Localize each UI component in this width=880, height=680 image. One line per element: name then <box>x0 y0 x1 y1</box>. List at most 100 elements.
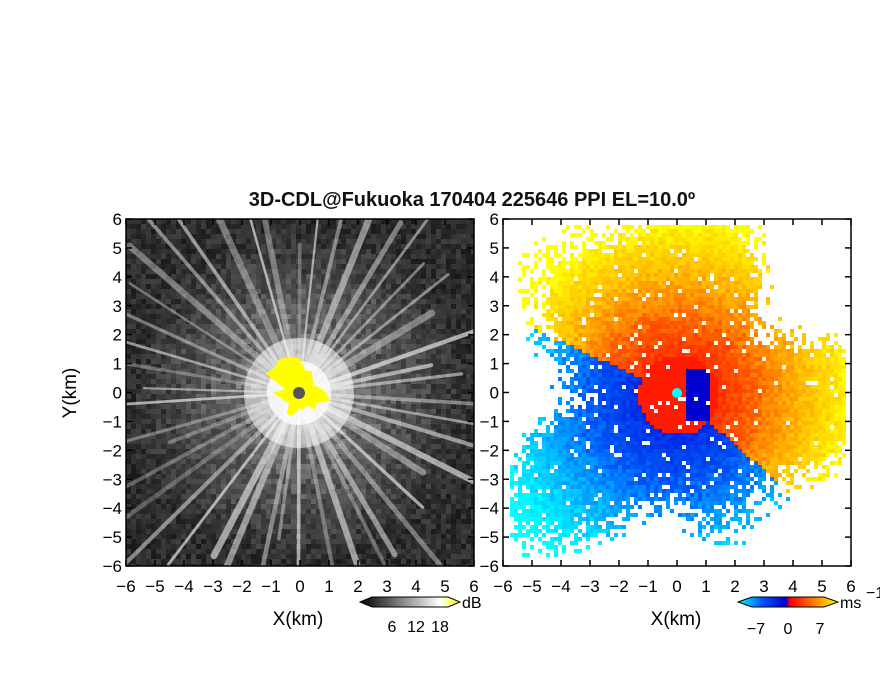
reflectivity-cell <box>381 254 386 259</box>
reflectivity-cell <box>236 384 241 389</box>
reflectivity-cell <box>156 459 161 464</box>
reflectivity-cell <box>191 314 196 319</box>
reflectivity-cell <box>156 284 161 289</box>
reflectivity-cell <box>226 469 231 474</box>
reflectivity-cell <box>456 499 461 504</box>
reflectivity-cell <box>151 264 156 269</box>
reflectivity-cell <box>276 249 281 254</box>
reflectivity-cell <box>291 459 296 464</box>
reflectivity-cell <box>361 379 366 384</box>
reflectivity-cell <box>196 369 201 374</box>
reflectivity-cell <box>126 239 131 244</box>
reflectivity-cell <box>206 484 211 489</box>
reflectivity-cell <box>461 554 466 559</box>
reflectivity-cell <box>416 474 421 479</box>
reflectivity-cell <box>206 309 211 314</box>
reflectivity-cell <box>431 554 436 559</box>
reflectivity-cell <box>156 254 161 259</box>
reflectivity-cell <box>421 464 426 469</box>
reflectivity-cell <box>226 344 231 349</box>
reflectivity-cell <box>341 459 346 464</box>
reflectivity-cell <box>466 544 471 549</box>
reflectivity-cell <box>246 414 251 419</box>
reflectivity-cell <box>376 269 381 274</box>
reflectivity-cell <box>351 334 356 339</box>
reflectivity-cell <box>431 314 436 319</box>
reflectivity-cell <box>176 389 181 394</box>
reflectivity-cell <box>421 334 426 339</box>
reflectivity-cell <box>426 254 431 259</box>
reflectivity-cell <box>296 294 301 299</box>
reflectivity-cell <box>381 289 386 294</box>
reflectivity-cell <box>126 379 131 384</box>
reflectivity-cell <box>131 254 136 259</box>
reflectivity-cell <box>446 519 451 524</box>
reflectivity-cell <box>176 479 181 484</box>
reflectivity-cell <box>401 374 406 379</box>
reflectivity-cell <box>196 474 201 479</box>
reflectivity-cell <box>381 344 386 349</box>
reflectivity-cell <box>296 314 301 319</box>
reflectivity-cell <box>466 549 471 554</box>
reflectivity-cell <box>261 549 266 554</box>
reflectivity-cell <box>246 479 251 484</box>
reflectivity-cell <box>126 254 131 259</box>
reflectivity-cell <box>231 289 236 294</box>
reflectivity-cell <box>171 234 176 239</box>
reflectivity-cell <box>231 354 236 359</box>
reflectivity-cell <box>246 474 251 479</box>
reflectivity-cell <box>346 514 351 519</box>
reflectivity-cell <box>381 279 386 284</box>
reflectivity-cell <box>171 439 176 444</box>
reflectivity-cell <box>366 294 371 299</box>
reflectivity-cell <box>146 309 151 314</box>
reflectivity-cell <box>216 224 221 229</box>
reflectivity-cell <box>326 454 331 459</box>
reflectivity-cell <box>141 299 146 304</box>
reflectivity-cell <box>341 234 346 239</box>
reflectivity-cell <box>316 539 321 544</box>
reflectivity-cell <box>171 219 176 224</box>
reflectivity-cell <box>146 274 151 279</box>
reflectivity-cell <box>351 489 356 494</box>
reflectivity-cell <box>471 289 474 294</box>
reflectivity-cell <box>466 464 471 469</box>
reflectivity-cell <box>426 549 431 554</box>
reflectivity-cell <box>441 534 446 539</box>
reflectivity-cell <box>161 229 166 234</box>
reflectivity-cell <box>216 534 221 539</box>
reflectivity-cell <box>236 349 241 354</box>
reflectivity-cell <box>266 564 271 566</box>
reflectivity-cell <box>466 259 471 264</box>
reflectivity-cell <box>146 509 151 514</box>
reflectivity-cell <box>386 409 391 414</box>
reflectivity-cell <box>351 524 356 529</box>
reflectivity-cell <box>386 249 391 254</box>
reflectivity-cell <box>471 434 474 439</box>
reflectivity-cell <box>151 354 156 359</box>
reflectivity-cell <box>136 474 141 479</box>
reflectivity-cell <box>361 284 366 289</box>
reflectivity-cell <box>351 414 356 419</box>
reflectivity-cell <box>261 524 266 529</box>
reflectivity-cell <box>391 534 396 539</box>
reflectivity-cell <box>131 419 136 424</box>
reflectivity-cell <box>396 544 401 549</box>
reflectivity-cell <box>226 264 231 269</box>
reflectivity-cell <box>146 379 151 384</box>
reflectivity-cell <box>231 334 236 339</box>
reflectivity-cell <box>216 559 221 564</box>
reflectivity-cell <box>211 349 216 354</box>
reflectivity-cell <box>366 464 371 469</box>
reflectivity-cell <box>301 244 306 249</box>
reflectivity-cell <box>361 469 366 474</box>
reflectivity-cell <box>391 234 396 239</box>
reflectivity-cell <box>376 244 381 249</box>
reflectivity-cell <box>471 359 474 364</box>
reflectivity-cell <box>156 439 161 444</box>
reflectivity-cell <box>166 459 171 464</box>
reflectivity-cell <box>136 349 141 354</box>
reflectivity-cell <box>126 219 131 224</box>
reflectivity-cell <box>406 264 411 269</box>
